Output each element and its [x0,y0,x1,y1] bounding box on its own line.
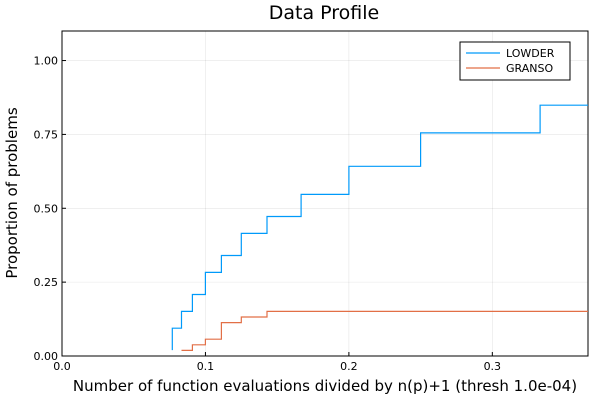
x-tick-label: 0.2 [340,360,358,373]
y-tick-label: 1.00 [34,55,59,68]
legend-box [459,41,571,81]
x-axis-label: Number of function evaluations divided b… [73,377,577,395]
y-tick-label: 0.00 [34,350,59,363]
y-tick-label: 0.50 [34,202,59,215]
series-line-lowder [171,104,588,351]
plot-frame [61,30,589,357]
legend-label-lowder: LOWDER [506,47,555,60]
chart-title: Data Profile [269,2,379,24]
series-group [171,104,588,351]
y-tick-label: 0.25 [34,276,59,289]
x-tick-label: 0.0 [53,360,71,373]
x-tick-label: 0.3 [484,360,502,373]
y-axis: 0.00 0.25 0.50 0.75 1.00 [34,55,66,363]
legend: LOWDER GRANSO [459,41,571,81]
x-axis: 0.0 0.1 0.2 0.3 [53,352,501,373]
x-tick-label: 0.1 [197,360,215,373]
series-line-granso [181,310,588,351]
y-tick-label: 0.75 [34,128,59,141]
legend-label-granso: GRANSO [506,62,553,75]
y-axis-label: Proportion of problems [3,107,21,278]
